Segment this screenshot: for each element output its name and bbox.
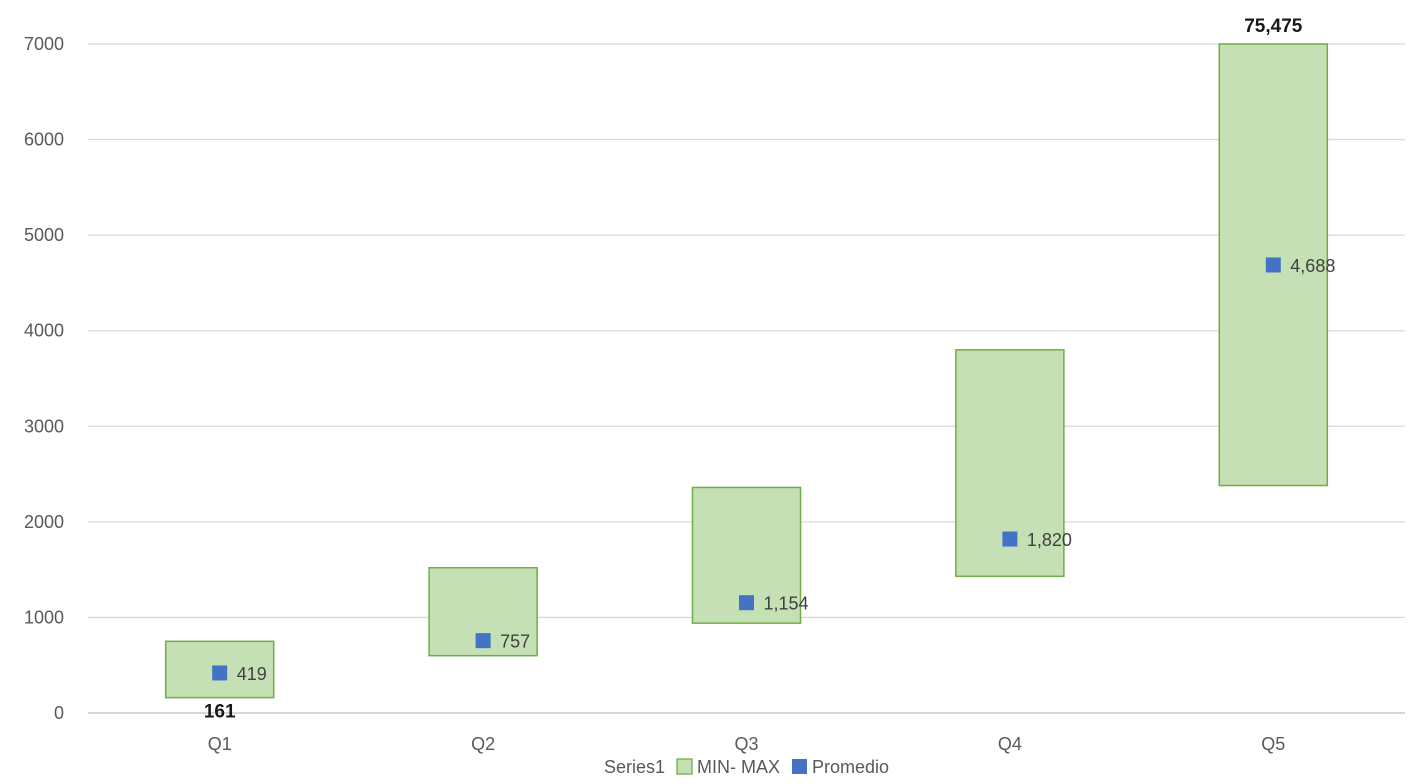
y-tick-label: 1000 bbox=[24, 607, 64, 627]
average-marker bbox=[212, 665, 228, 681]
y-tick-label: 3000 bbox=[24, 416, 64, 436]
extreme-value-label: 75,475 bbox=[1244, 16, 1303, 37]
average-label: 757 bbox=[500, 632, 530, 652]
y-tick-label: 0 bbox=[54, 703, 64, 723]
y-tick-label: 7000 bbox=[24, 34, 64, 54]
average-label: 4,688 bbox=[1290, 256, 1335, 276]
average-marker bbox=[1265, 257, 1281, 273]
extreme-value-label: 161 bbox=[204, 702, 236, 723]
y-tick-label: 4000 bbox=[24, 321, 64, 341]
x-tick-label: Q3 bbox=[734, 734, 758, 754]
y-tick-label: 6000 bbox=[24, 130, 64, 150]
x-tick-label: Q1 bbox=[208, 734, 232, 754]
average-label: 1,154 bbox=[764, 594, 809, 614]
average-label: 419 bbox=[237, 664, 267, 684]
y-tick-label: 2000 bbox=[24, 512, 64, 532]
legend-series1-label: Series1 bbox=[604, 757, 665, 777]
legend-promedio-label: Promedio bbox=[812, 757, 889, 777]
y-tick-label: 5000 bbox=[24, 225, 64, 245]
legend-promedio-swatch bbox=[791, 759, 807, 774]
average-marker bbox=[739, 595, 754, 611]
legend-min-max-label: MIN- MAX bbox=[697, 757, 780, 777]
average-marker bbox=[475, 633, 491, 649]
average-marker bbox=[1002, 531, 1018, 547]
x-tick-label: Q4 bbox=[998, 734, 1022, 754]
average-label: 1,820 bbox=[1027, 530, 1072, 550]
legend-min-max-swatch bbox=[676, 758, 693, 775]
x-tick-label: Q5 bbox=[1261, 734, 1285, 754]
x-tick-label: Q2 bbox=[471, 734, 495, 754]
